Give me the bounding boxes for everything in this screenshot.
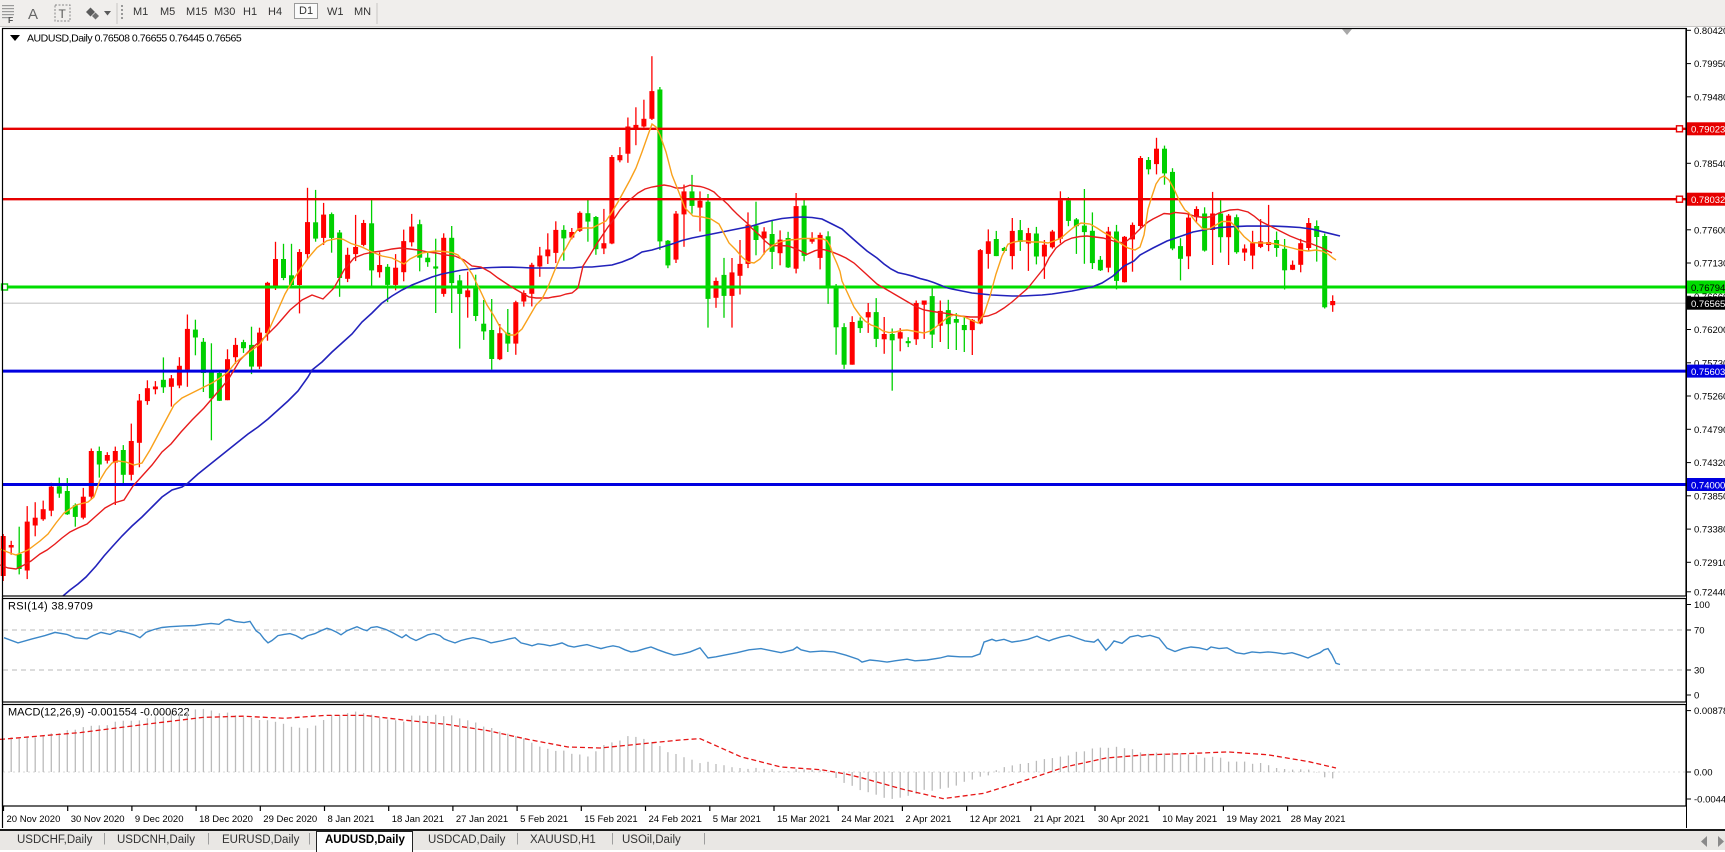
svg-text:0.74320: 0.74320 — [1694, 458, 1725, 469]
svg-text:20 Nov 2020: 20 Nov 2020 — [7, 814, 61, 825]
svg-text:0.77600: 0.77600 — [1694, 225, 1725, 236]
svg-text:5 Mar 2021: 5 Mar 2021 — [713, 814, 761, 825]
svg-text:21 Apr 2021: 21 Apr 2021 — [1034, 814, 1085, 825]
svg-text:0.78540: 0.78540 — [1694, 159, 1725, 170]
svg-text:0.77130: 0.77130 — [1694, 259, 1725, 270]
svg-text:15 Feb 2021: 15 Feb 2021 — [584, 814, 637, 825]
svg-text:27 Jan 2021: 27 Jan 2021 — [456, 814, 508, 825]
svg-text:0.79023: 0.79023 — [1691, 125, 1725, 136]
svg-text:RSI(14) 38.9709: RSI(14) 38.9709 — [8, 601, 93, 613]
svg-text:0.76200: 0.76200 — [1694, 325, 1725, 336]
svg-text:0.80420: 0.80420 — [1694, 26, 1725, 37]
svg-text:0: 0 — [1694, 691, 1699, 702]
svg-text:8 Jan 2021: 8 Jan 2021 — [328, 814, 375, 825]
svg-text:0.73850: 0.73850 — [1694, 491, 1725, 502]
svg-text:30 Nov 2020: 30 Nov 2020 — [71, 814, 125, 825]
svg-text:0.72910: 0.72910 — [1694, 558, 1725, 569]
svg-text:24 Mar 2021: 24 Mar 2021 — [841, 814, 894, 825]
svg-text:MACD(12,26,9) -0.001554 -0.000: MACD(12,26,9) -0.001554 -0.000622 — [8, 707, 190, 719]
svg-text:30 Apr 2021: 30 Apr 2021 — [1098, 814, 1149, 825]
svg-text:0.75603: 0.75603 — [1691, 367, 1725, 378]
svg-text:AUDUSD,Daily 0.76508 0.76655: AUDUSD,Daily 0.76508 0.76655 0.76445 0.7… — [27, 33, 242, 45]
svg-text:0.74790: 0.74790 — [1694, 425, 1725, 436]
svg-text:T: T — [59, 7, 67, 21]
svg-text:28 May 2021: 28 May 2021 — [1291, 814, 1346, 825]
svg-text:30: 30 — [1694, 666, 1705, 677]
svg-text:24 Feb 2021: 24 Feb 2021 — [649, 814, 702, 825]
svg-text:-0.00445: -0.00445 — [1694, 795, 1725, 806]
svg-text:0.79950: 0.79950 — [1694, 59, 1725, 70]
svg-text:0.008782: 0.008782 — [1694, 706, 1725, 717]
svg-text:18 Jan 2021: 18 Jan 2021 — [392, 814, 444, 825]
svg-text:9 Dec 2020: 9 Dec 2020 — [135, 814, 184, 825]
svg-text:A: A — [28, 6, 38, 23]
svg-text:70: 70 — [1694, 626, 1705, 637]
svg-text:12 Apr 2021: 12 Apr 2021 — [970, 814, 1021, 825]
svg-text:0.79480: 0.79480 — [1694, 92, 1725, 103]
svg-text:10 May 2021: 10 May 2021 — [1162, 814, 1217, 825]
svg-text:100: 100 — [1694, 600, 1710, 611]
svg-text:F: F — [8, 15, 13, 25]
svg-text:0.72440: 0.72440 — [1694, 587, 1725, 598]
svg-text:0.74000: 0.74000 — [1691, 480, 1725, 491]
svg-text:18 Dec 2020: 18 Dec 2020 — [199, 814, 253, 825]
svg-text:0.76565: 0.76565 — [1691, 299, 1725, 310]
svg-text:0.76794: 0.76794 — [1691, 283, 1725, 294]
svg-text:2 Apr 2021: 2 Apr 2021 — [905, 814, 951, 825]
svg-text:29 Dec 2020: 29 Dec 2020 — [263, 814, 317, 825]
svg-text:0.73380: 0.73380 — [1694, 525, 1725, 536]
svg-text:0.75260: 0.75260 — [1694, 392, 1725, 403]
svg-text:5 Feb 2021: 5 Feb 2021 — [520, 814, 568, 825]
svg-text:0.78032: 0.78032 — [1691, 195, 1725, 206]
svg-text:0.75730: 0.75730 — [1694, 358, 1725, 369]
svg-text:19 May 2021: 19 May 2021 — [1226, 814, 1281, 825]
svg-text:15 Mar 2021: 15 Mar 2021 — [777, 814, 830, 825]
svg-text:0.00: 0.00 — [1694, 768, 1713, 779]
